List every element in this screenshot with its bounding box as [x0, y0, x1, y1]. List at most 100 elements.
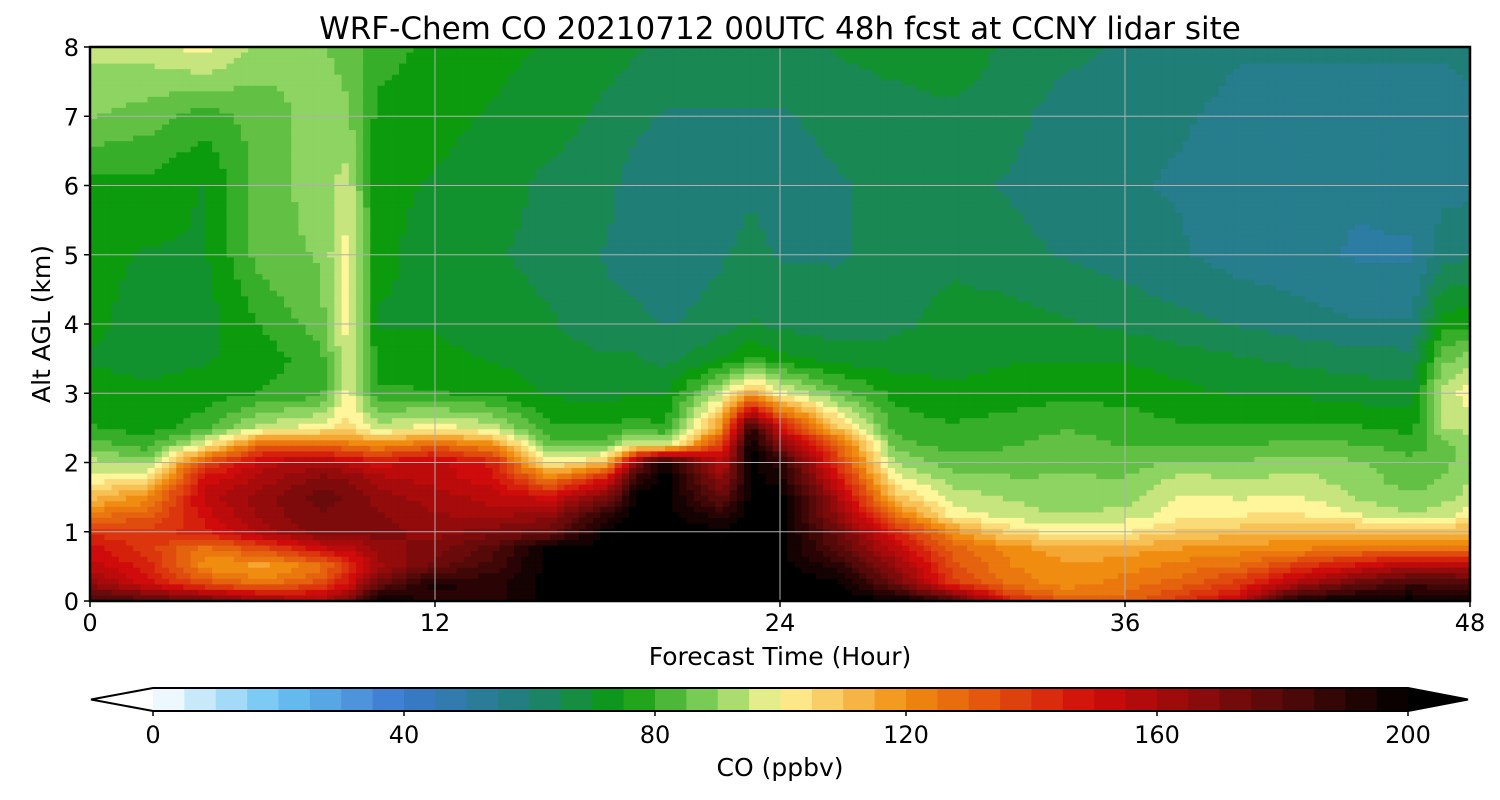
heatmap-cell — [1060, 135, 1069, 142]
heatmap-cell — [420, 80, 429, 87]
heatmap-cell — [391, 124, 400, 131]
heatmap-cell — [449, 135, 458, 142]
heatmap-cell — [722, 69, 731, 76]
heatmap-cell — [751, 96, 760, 103]
heatmap-cell — [456, 69, 465, 76]
heatmap-cell — [514, 52, 522, 59]
heatmap-cell — [808, 124, 817, 131]
heatmap-cell — [1139, 85, 1148, 92]
heatmap-cell — [629, 91, 637, 98]
heatmap-cell — [427, 91, 436, 98]
heatmap-cell — [1412, 124, 1421, 131]
heatmap-cell — [887, 69, 896, 76]
heatmap-cell — [808, 74, 817, 81]
heatmap-cell — [90, 102, 98, 109]
heatmap-cell — [952, 152, 961, 159]
heatmap-cell — [312, 135, 321, 142]
heatmap-cell — [1304, 179, 1313, 187]
heatmap-cell — [327, 146, 335, 153]
heatmap-cell — [291, 130, 300, 137]
heatmap-cell — [1405, 185, 1414, 192]
heatmap-cell — [147, 185, 156, 192]
heatmap-cell — [844, 135, 853, 142]
heatmap-cell — [1390, 69, 1399, 76]
heatmap-cell — [1168, 96, 1176, 103]
heatmap-cell — [708, 157, 716, 164]
heatmap-cell — [442, 69, 450, 76]
heatmap-cell — [550, 146, 558, 153]
heatmap-cell — [895, 163, 903, 170]
heatmap-cell — [1168, 163, 1176, 170]
heatmap-cell — [607, 152, 616, 159]
heatmap-cell — [801, 141, 810, 148]
heatmap-cell — [140, 141, 149, 148]
heatmap-cell — [1283, 107, 1291, 115]
heatmap-cell — [1225, 163, 1234, 170]
heatmap-cell — [916, 96, 925, 103]
heatmap-cell — [1117, 80, 1126, 87]
heatmap-cell — [629, 63, 637, 70]
heatmap-cell — [248, 63, 256, 70]
heatmap-cell — [1362, 157, 1370, 164]
heatmap-cell — [1110, 174, 1119, 181]
heatmap-cell — [248, 119, 256, 126]
heatmap-cell — [1304, 168, 1313, 176]
heatmap-cell — [478, 174, 486, 181]
heatmap-cell — [636, 58, 645, 65]
heatmap-cell — [772, 185, 781, 192]
heatmap-cell — [952, 102, 961, 109]
heatmap-cell — [830, 74, 839, 81]
heatmap-cell — [1081, 85, 1090, 92]
heatmap-cell — [851, 96, 860, 103]
heatmap-cell — [1297, 141, 1306, 148]
heatmap-cell — [1038, 47, 1047, 54]
heatmap-cell — [729, 80, 738, 87]
heatmap-cell — [449, 63, 458, 70]
heatmap-cell — [916, 185, 925, 192]
heatmap-cell — [255, 152, 264, 159]
heatmap-cell — [729, 47, 738, 54]
heatmap-cell — [298, 119, 307, 126]
heatmap-cell — [140, 91, 149, 98]
heatmap-cell — [1240, 185, 1248, 192]
heatmap-cell — [176, 157, 185, 164]
heatmap-cell — [399, 96, 407, 103]
heatmap-cell — [1182, 63, 1191, 70]
heatmap-cell — [269, 107, 278, 115]
heatmap-cell — [470, 47, 479, 54]
heatmap-cell — [478, 58, 486, 65]
heatmap-cell — [312, 52, 321, 59]
heatmap-cell — [758, 52, 767, 59]
heatmap-cell — [499, 107, 508, 115]
heatmap-cell — [298, 168, 307, 176]
heatmap-cell — [1218, 163, 1227, 170]
heatmap-cell — [320, 52, 328, 59]
heatmap-cell — [550, 185, 558, 192]
heatmap-cell — [97, 152, 105, 159]
heatmap-cell — [1153, 102, 1162, 109]
heatmap-cell — [435, 168, 443, 176]
heatmap-cell — [1196, 179, 1205, 187]
heatmap-cell — [391, 168, 400, 176]
heatmap-cell — [693, 85, 702, 92]
heatmap-cell — [1290, 102, 1299, 109]
heatmap-cell — [1175, 146, 1184, 153]
heatmap-cell — [1340, 69, 1349, 76]
heatmap-cell — [298, 179, 307, 187]
heatmap-cell — [1125, 102, 1133, 109]
heatmap-cell — [197, 102, 206, 109]
heatmap-cell — [1240, 174, 1248, 181]
heatmap-cell — [1211, 69, 1220, 76]
heatmap-cell — [147, 69, 156, 76]
heatmap-cell — [111, 107, 120, 115]
heatmap-cell — [1290, 124, 1299, 131]
heatmap-cell — [133, 119, 141, 126]
heatmap-cell — [442, 157, 450, 164]
heatmap-cell — [1060, 185, 1069, 192]
heatmap-cell — [808, 107, 817, 115]
heatmap-cell — [406, 80, 415, 87]
heatmap-cell — [765, 52, 774, 59]
heatmap-cell — [880, 152, 889, 159]
heatmap-cell — [974, 130, 982, 137]
heatmap-cell — [1139, 80, 1148, 87]
